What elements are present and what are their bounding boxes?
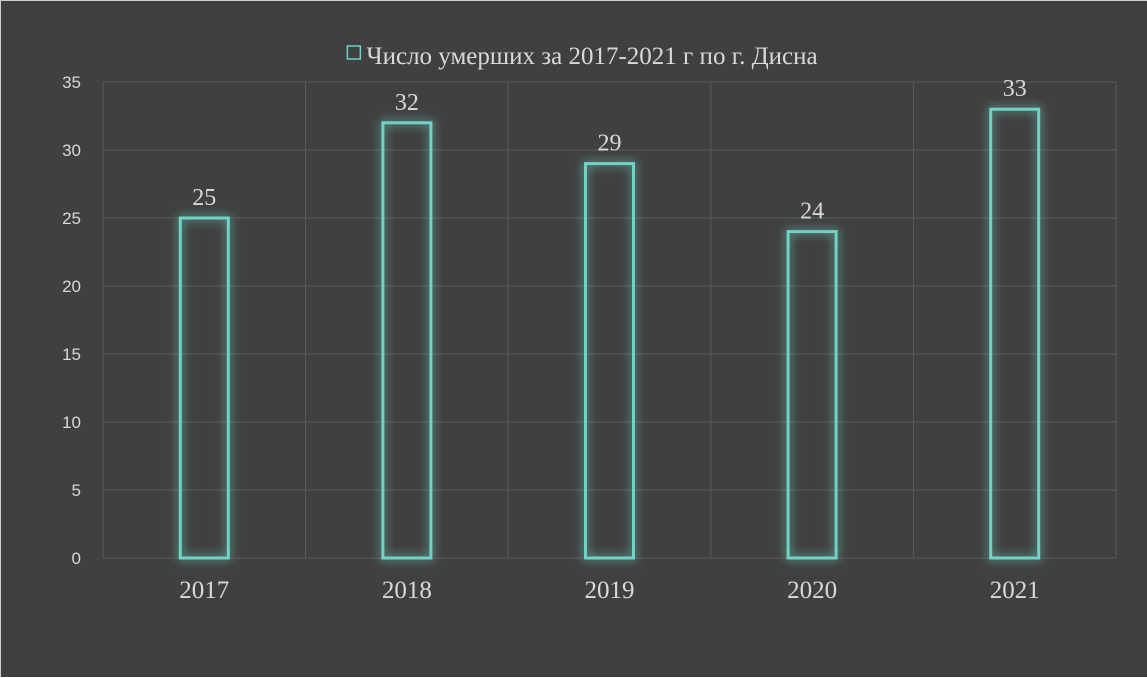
- ytick-label-35: 35: [62, 73, 81, 92]
- legend-marker: [346, 45, 362, 60]
- data-label-2017: 25: [192, 185, 216, 211]
- gridlines: [102, 81, 1117, 559]
- bar-2020: [786, 230, 838, 560]
- xtick-label-2019: 2019: [585, 577, 635, 604]
- bars: [178, 107, 1041, 560]
- ytick-label-25: 25: [62, 209, 81, 228]
- data-label-2020: 24: [800, 199, 824, 225]
- data-label-2018: 32: [395, 90, 419, 116]
- legend-entry: Число умерших за 2017-2021 г по г. Дисна: [346, 43, 818, 70]
- legend: Число умерших за 2017-2021 г по г. Дисна: [346, 43, 818, 70]
- xtick-label-2021: 2021: [990, 577, 1040, 604]
- data-label-2021: 33: [1003, 76, 1027, 102]
- ytick-label-0: 0: [72, 549, 81, 568]
- ytick-label-10: 10: [62, 413, 81, 432]
- xtick-label-2018: 2018: [382, 577, 432, 604]
- xtick-label-2017: 2017: [179, 577, 229, 604]
- labels: 0 5 10 15 20 25 30 35 25 2017 32 2018 29 2019 24 2020 33…: [62, 73, 1040, 604]
- bar-2018: [381, 121, 433, 560]
- ytick-label-30: 30: [62, 141, 81, 160]
- xtick-label-2020: 2020: [787, 577, 837, 604]
- ytick-label-15: 15: [62, 345, 81, 364]
- bar-2017: [178, 216, 230, 560]
- legend-label: Число умерших за 2017-2021 г по г. Дисна: [366, 43, 817, 70]
- ytick-label-20: 20: [62, 277, 81, 296]
- ytick-label-5: 5: [72, 481, 81, 500]
- bar-2019: [584, 162, 635, 560]
- data-label-2019: 29: [598, 131, 622, 157]
- bar-2021: [989, 107, 1041, 560]
